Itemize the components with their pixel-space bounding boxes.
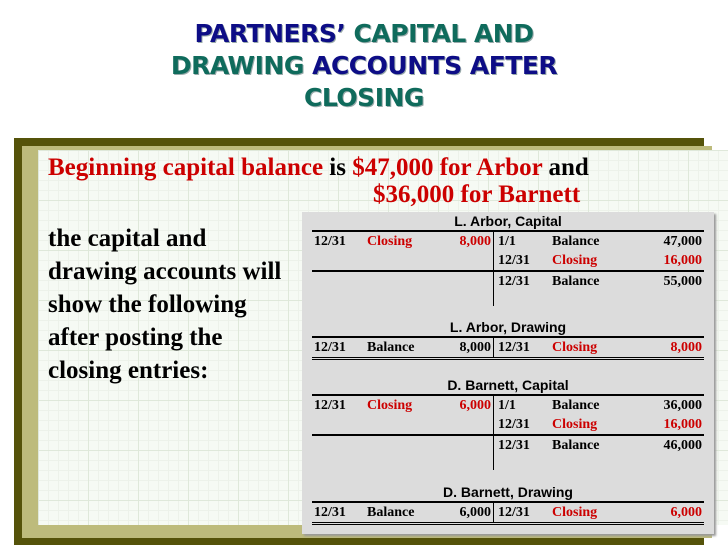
credit-description: Balance xyxy=(552,438,600,453)
credit-date: 12/31 xyxy=(498,438,530,453)
credit-amount: 36,000 xyxy=(663,398,703,413)
t-account-row: 12/31 Closing 16,000 xyxy=(312,415,704,434)
t-account: L. Arbor, Drawing 12/31 Balance 8,000 12/31 C… xyxy=(312,318,704,360)
title-part: CLOSING xyxy=(304,83,424,112)
intro-plain: and xyxy=(542,154,589,181)
t-account-divider xyxy=(493,338,494,357)
t-account-row: 12/31 Balance 46,000 xyxy=(312,434,704,455)
intro-highlight: $36,000 for Barnett xyxy=(373,181,581,208)
credit-amount: 47,000 xyxy=(663,234,703,249)
t-account-row: 12/31 Closing 6,000 1/1 Balance 36,000 xyxy=(312,396,704,415)
credit-date: 12/31 xyxy=(498,340,530,355)
title-part: ACCOUNTS AFTER xyxy=(312,51,558,80)
credit-amount: 16,000 xyxy=(663,417,703,432)
credit-amount: 16,000 xyxy=(663,253,703,268)
title-part: PARTNERS’ xyxy=(194,19,346,48)
t-account: D. Barnett, Capital 12/31 Closing 6,000 1/1 B… xyxy=(312,376,704,470)
debit-description: Balance xyxy=(367,340,415,355)
debit-description: Balance xyxy=(367,505,415,520)
intro-plain: is xyxy=(323,154,353,181)
credit-amount: 55,000 xyxy=(663,274,703,289)
credit-description: Closing xyxy=(552,505,598,520)
credit-date: 12/31 xyxy=(498,253,530,268)
credit-description: Balance xyxy=(552,398,600,413)
credit-description: Closing xyxy=(552,340,598,355)
t-accounts-panel: L. Arbor, Capital 12/31 Closing 8,000 1/1 Bal… xyxy=(302,212,714,534)
debit-amount: 6,000 xyxy=(459,398,492,413)
intro-text: Beginning capital balance is $47,000 for… xyxy=(48,154,698,208)
debit-description: Closing xyxy=(367,398,413,413)
t-account: L. Arbor, Capital 12/31 Closing 8,000 1/1 Bal… xyxy=(312,212,704,306)
t-account-title: L. Arbor, Drawing xyxy=(312,318,704,338)
t-account-row: 12/31 Balance 55,000 xyxy=(312,270,704,291)
credit-date: 12/31 xyxy=(498,505,530,520)
t-account-row: 12/31 Closing 8,000 1/1 Balance 47,000 xyxy=(312,232,704,251)
credit-amount: 46,000 xyxy=(663,438,703,453)
debit-description: Closing xyxy=(367,234,413,249)
t-account-divider xyxy=(493,503,494,522)
t-account-row: 12/31 Balance 6,000 12/31 Closing 6,000 xyxy=(312,503,704,525)
t-account-row: 12/31 Balance 8,000 12/31 Closing 8,000 xyxy=(312,338,704,360)
credit-amount: 6,000 xyxy=(670,505,703,520)
intro-highlight: $47,000 for Arbor xyxy=(352,154,543,181)
credit-description: Closing xyxy=(552,253,598,268)
t-account: D. Barnett, Drawing 12/31 Balance 6,000 12/3… xyxy=(312,483,704,525)
t-account-title: D. Barnett, Drawing xyxy=(312,483,704,503)
intro-highlight: Beginning capital balance xyxy=(48,154,324,181)
title-part: CAPITAL AND xyxy=(353,19,534,48)
debit-date: 12/31 xyxy=(314,340,346,355)
debit-amount: 8,000 xyxy=(459,234,492,249)
credit-amount: 8,000 xyxy=(670,340,703,355)
title-part: DRAWING xyxy=(170,51,305,80)
credit-date: 12/31 xyxy=(498,274,530,289)
credit-date: 1/1 xyxy=(498,234,516,249)
body-text: the capital and drawing accounts will sh… xyxy=(48,225,282,384)
credit-description: Balance xyxy=(552,274,600,289)
t-account-divider xyxy=(493,396,494,470)
slide-title: PARTNERS’ CAPITAL AND DRAWING ACCOUNTS A… xyxy=(0,18,728,114)
t-account-title: L. Arbor, Capital xyxy=(312,212,704,232)
debit-amount: 8,000 xyxy=(459,340,492,355)
debit-amount: 6,000 xyxy=(459,505,492,520)
debit-date: 12/31 xyxy=(314,398,346,413)
debit-date: 12/31 xyxy=(314,234,346,249)
t-account-title: D. Barnett, Capital xyxy=(312,376,704,396)
t-account-divider xyxy=(493,232,494,306)
credit-description: Balance xyxy=(552,234,600,249)
credit-date: 1/1 xyxy=(498,398,516,413)
credit-date: 12/31 xyxy=(498,417,530,432)
debit-date: 12/31 xyxy=(314,505,346,520)
t-account-row: 12/31 Closing 16,000 xyxy=(312,251,704,270)
credit-description: Closing xyxy=(552,417,598,432)
